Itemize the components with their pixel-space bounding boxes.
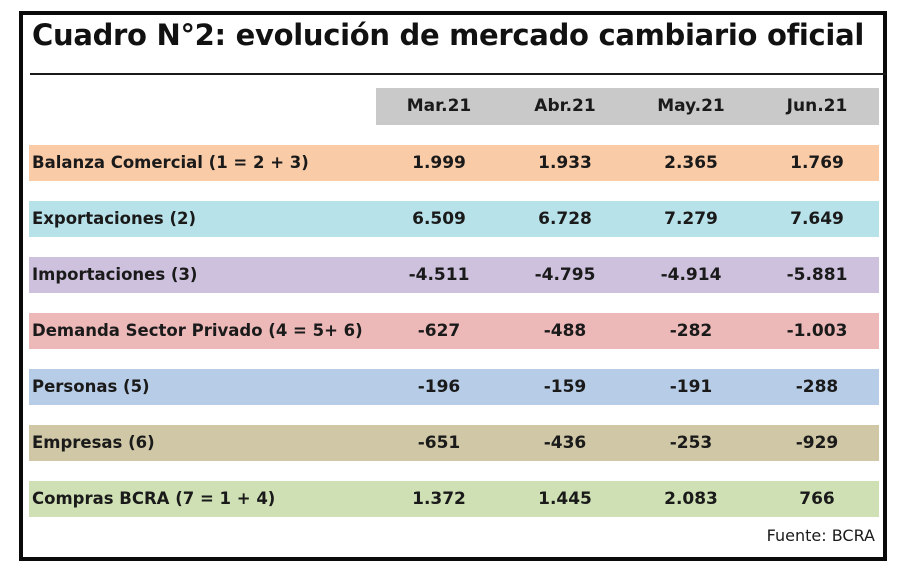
row-value: -5.881 — [786, 265, 848, 285]
row-value: 1.933 — [538, 153, 592, 173]
row-value: 2.365 — [664, 153, 718, 173]
title-divider — [30, 73, 886, 75]
row-value: -159 — [543, 377, 587, 397]
table-row: Personas (5) -196 -159 -191 -288 — [29, 369, 879, 405]
row-value: -488 — [543, 321, 587, 341]
row-value: 6.728 — [538, 209, 592, 229]
row-value: -929 — [795, 433, 839, 453]
row-label: Exportaciones (2) — [32, 209, 197, 228]
table-row: Demanda Sector Privado (4 = 5+ 6) -627 -… — [29, 313, 879, 349]
row-value: -4.795 — [534, 265, 596, 285]
column-header: Mar.21 — [406, 96, 472, 116]
row-value: -282 — [669, 321, 713, 341]
table-row: Compras BCRA (7 = 1 + 4) 1.372 1.445 2.0… — [29, 481, 879, 517]
row-value: 2.083 — [664, 489, 718, 509]
row-value: 1.372 — [412, 489, 466, 509]
row-value: 1.769 — [790, 153, 844, 173]
row-value: 7.649 — [790, 209, 844, 229]
row-value: -1.003 — [786, 321, 848, 341]
row-value: -288 — [795, 377, 839, 397]
row-value: -627 — [417, 321, 461, 341]
row-value: -4.914 — [660, 265, 722, 285]
row-value: -191 — [669, 377, 713, 397]
row-value: 1.445 — [538, 489, 592, 509]
source-note: Fuente: BCRA — [766, 526, 875, 545]
row-label: Demanda Sector Privado (4 = 5+ 6) — [32, 321, 363, 340]
row-value: -196 — [417, 377, 461, 397]
row-label: Compras BCRA (7 = 1 + 4) — [32, 489, 276, 508]
row-value: 6.509 — [412, 209, 466, 229]
column-header: Abr.21 — [534, 96, 596, 116]
row-value: -436 — [543, 433, 587, 453]
table-row: Importaciones (3) -4.511 -4.795 -4.914 -… — [29, 257, 879, 293]
row-value: 1.999 — [412, 153, 466, 173]
row-label: Importaciones (3) — [32, 265, 198, 284]
column-header-band — [376, 88, 879, 125]
table-row: Empresas (6) -651 -436 -253 -929 — [29, 425, 879, 461]
row-value: 766 — [799, 489, 835, 509]
row-label: Personas (5) — [32, 377, 150, 396]
row-label: Balanza Comercial (1 = 2 + 3) — [32, 153, 309, 172]
table-title: Cuadro N°2: evolución de mercado cambiar… — [32, 18, 864, 52]
row-label: Empresas (6) — [32, 433, 155, 452]
column-header: Jun.21 — [786, 96, 848, 116]
row-value: -253 — [669, 433, 713, 453]
row-value: -651 — [417, 433, 461, 453]
row-value: 7.279 — [664, 209, 718, 229]
row-value: -4.511 — [408, 265, 470, 285]
table-row: Exportaciones (2) 6.509 6.728 7.279 7.64… — [29, 201, 879, 237]
table-row: Balanza Comercial (1 = 2 + 3) 1.999 1.93… — [29, 145, 879, 181]
column-header: May.21 — [657, 96, 725, 116]
